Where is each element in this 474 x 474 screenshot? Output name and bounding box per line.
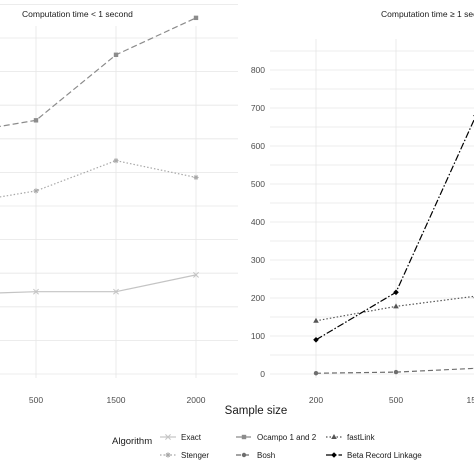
legend-item-ocampo-1-and-2: Ocampo 1 and 2 — [236, 433, 317, 442]
right-series-bosh — [313, 367, 474, 376]
right-point-bosh-200 — [313, 371, 319, 376]
left-point-ocampo-1-and-2-2000 — [193, 15, 199, 21]
right-x-ticks: 200 500 1500 — [309, 395, 474, 405]
right-xtick-500: 500 — [389, 395, 403, 405]
left-point-ocampo-1-and-2-1500 — [113, 52, 119, 57]
left-point-stenger-1500 — [113, 158, 119, 164]
left-point-stenger-2000 — [193, 174, 199, 181]
right-point-bosh-500 — [393, 369, 399, 375]
left-line-exact — [0, 274, 197, 294]
right-ytick-300: 300 — [251, 255, 265, 265]
left-xtick-2000: 2000 — [187, 395, 206, 405]
legend-swatch-marker-fastlink — [331, 434, 337, 439]
left-point-ocampo-1-and-2-500 — [33, 118, 39, 123]
left-series-ocampo-1-and-2 — [0, 15, 199, 127]
legend-label-stenger: Stenger — [181, 451, 209, 460]
right-xtick-1500: 1500 — [467, 395, 474, 405]
x-axis-label: Sample size — [225, 405, 288, 417]
legend-item-exact: Exact — [160, 433, 202, 442]
left-line-stenger — [0, 160, 197, 198]
legend-label-bosh: Bosh — [257, 451, 275, 460]
left-series — [0, 15, 199, 295]
right-series-fastlink — [313, 295, 474, 323]
left-point-stenger-500 — [33, 188, 39, 194]
right-ytick-700: 700 — [251, 103, 265, 113]
left-point-exact-500 — [33, 288, 39, 295]
left-gridlines — [0, 4, 238, 378]
legend-item-beta-record-linkage: Beta Record Linkage — [326, 451, 422, 460]
right-ytick-800: 800 — [251, 65, 265, 75]
legend-item-bosh: Bosh — [236, 451, 275, 460]
legend-label-exact: Exact — [181, 433, 202, 442]
legend-swatch-marker-stenger — [165, 452, 171, 458]
left-x-ticks: 500 1500 2000 — [29, 395, 206, 405]
right-ytick-400: 400 — [251, 217, 265, 227]
panel-left: Computation time < 1 second 500 1500 2000 — [0, 4, 238, 405]
panel-right: Computation time ≥ 1 second 0 100 200 300 40… — [251, 9, 474, 405]
left-point-exact-1500 — [113, 288, 119, 295]
legend: Algorithm Exact Stenger Ocampo 1 and 2 Bosh… — [112, 433, 422, 460]
legend-swatch-marker-bosh — [241, 452, 247, 458]
right-panel-title: Computation time ≥ 1 second — [381, 9, 474, 19]
legend-item-fastlink: fastLink — [326, 433, 376, 442]
left-series-exact — [0, 271, 199, 295]
legend-item-stenger: Stenger — [160, 451, 209, 460]
left-panel-title: Computation time < 1 second — [22, 9, 133, 19]
legend-swatch-marker-beta-record-linkage — [331, 452, 337, 458]
legend-swatch-marker-ocampo-1-and-2 — [241, 434, 247, 440]
right-series — [313, 114, 474, 376]
legend-title: Algorithm — [112, 436, 152, 447]
left-xtick-500: 500 — [29, 395, 43, 405]
left-line-ocampo-1-and-2 — [0, 17, 197, 127]
legend-label-beta-record-linkage: Beta Record Linkage — [347, 451, 422, 460]
legend-items: Exact Stenger Ocampo 1 and 2 Bosh fastLink Be… — [160, 433, 422, 460]
right-ytick-500: 500 — [251, 179, 265, 189]
right-ytick-0: 0 — [260, 369, 265, 379]
right-xtick-200: 200 — [309, 395, 323, 405]
right-point-fastlink-500 — [393, 303, 399, 309]
right-series-beta-record-linkage — [313, 114, 474, 343]
legend-swatch-marker-exact — [165, 434, 171, 440]
left-series-stenger — [0, 158, 199, 198]
left-xtick-1500: 1500 — [107, 395, 126, 405]
right-point-beta-record-linkage-200 — [313, 337, 319, 343]
right-ytick-100: 100 — [251, 331, 265, 341]
right-point-fastlink-200 — [313, 317, 319, 323]
right-point-beta-record-linkage-500 — [393, 289, 399, 296]
right-ytick-600: 600 — [251, 141, 265, 151]
right-gridlines — [270, 39, 474, 378]
right-y-ticks: 0 100 200 300 400 500 600 700 800 — [251, 65, 265, 379]
legend-label-ocampo-1-and-2: Ocampo 1 and 2 — [257, 433, 317, 442]
legend-label-fastlink: fastLink — [347, 433, 376, 442]
right-ytick-200: 200 — [251, 293, 265, 303]
left-point-exact-2000 — [193, 271, 199, 278]
